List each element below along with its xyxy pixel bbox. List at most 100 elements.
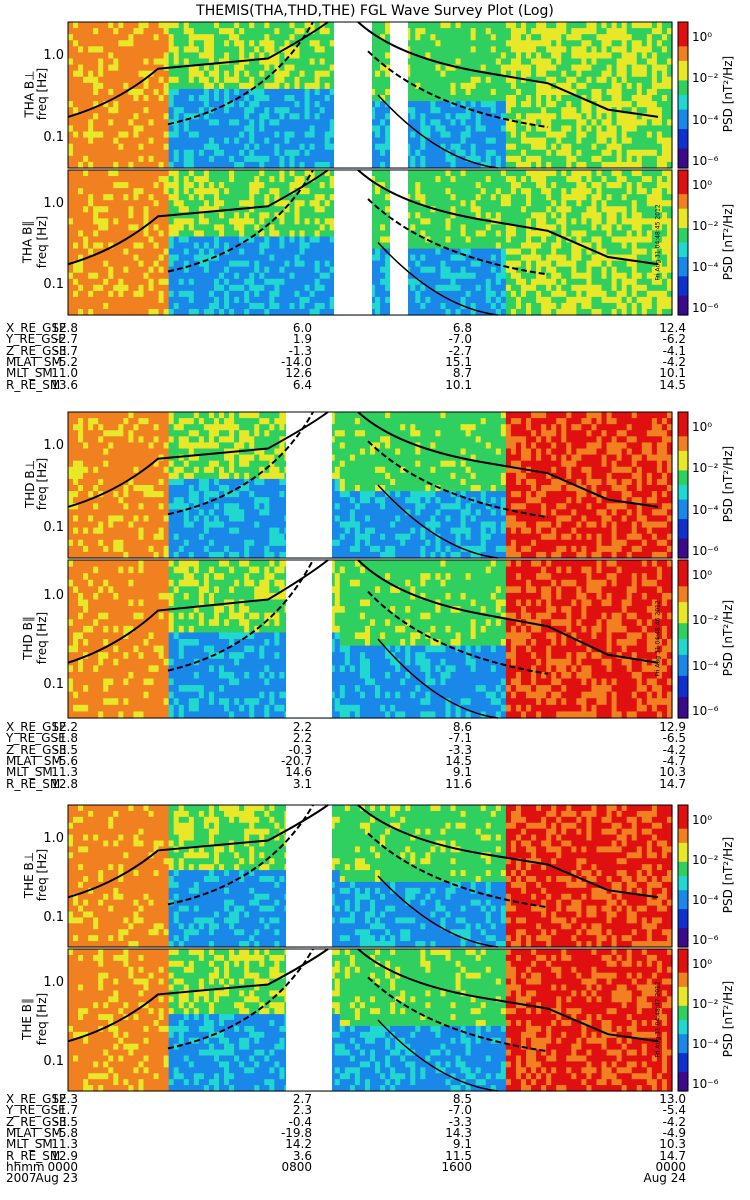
spectrogram-cell <box>118 218 124 225</box>
spectrogram-cell <box>68 248 74 256</box>
spectrogram-cell <box>445 88 452 96</box>
spectrogram-cell <box>78 28 84 35</box>
spectrogram-cell <box>108 113 114 120</box>
spectrogram-cell <box>68 64 74 72</box>
spectrogram-cell <box>148 260 155 268</box>
spectrogram-cell <box>515 70 522 78</box>
spectrogram-cell <box>113 58 119 66</box>
spectrogram-cell <box>249 188 255 195</box>
spectrogram-cell <box>118 161 124 169</box>
spectrogram-cell <box>415 137 421 145</box>
spectrogram-cell <box>68 236 74 244</box>
spectrogram-cell <box>128 34 135 41</box>
spectrogram-cell <box>621 125 628 133</box>
spectrogram-cell <box>591 155 598 163</box>
spectrogram-cell <box>178 113 185 120</box>
spectrogram-cell <box>73 188 79 195</box>
spectrogram-cell <box>526 28 532 35</box>
spectrogram-cell <box>631 95 638 102</box>
spectrogram-cell <box>415 70 421 78</box>
spectrogram-cell <box>158 155 165 163</box>
spectrogram-cell <box>571 101 577 108</box>
spectrogram-cell <box>626 155 633 163</box>
spectrogram-cell <box>621 64 628 72</box>
spectrogram-cell <box>259 194 265 201</box>
spectrogram-cell <box>128 155 135 163</box>
spectrogram-cell <box>485 272 492 280</box>
spectrogram-cell <box>173 188 180 195</box>
spectrogram-cell <box>495 64 502 72</box>
spectrogram-cell <box>108 248 114 256</box>
spectrogram-cell <box>490 76 497 84</box>
spectrogram-cell <box>108 242 114 250</box>
spectrogram-cell <box>319 182 326 189</box>
spectrogram-cell <box>319 278 326 286</box>
spectrogram-cell <box>666 34 673 41</box>
spectrogram-cell <box>269 149 275 157</box>
spectrogram-cell <box>254 308 260 316</box>
spectrogram-cell <box>425 182 431 189</box>
spectrogram-cell <box>455 206 462 213</box>
spectrogram-cell <box>88 101 94 108</box>
spectrogram-cell <box>646 125 653 133</box>
spectrogram-cell <box>656 22 663 29</box>
spectrogram-cell <box>596 22 603 29</box>
spectrogram-cell <box>108 206 114 213</box>
spectrogram-cell <box>208 188 215 195</box>
spectrogram-cell <box>78 34 84 41</box>
spectrogram-cell <box>88 260 94 268</box>
spectrogram-cell <box>314 254 321 262</box>
spectrogram-cell <box>480 76 487 84</box>
spectrogram-cell <box>208 46 215 54</box>
spectrogram-cell <box>143 206 150 213</box>
spectrogram-cell <box>289 188 296 195</box>
spectrogram-cell <box>646 119 653 127</box>
spectrogram-cell <box>314 101 321 108</box>
spectrogram-cell <box>178 64 185 72</box>
spectrogram-cell <box>521 40 527 47</box>
spectrogram-cell <box>234 284 240 292</box>
spectrogram-cell <box>118 260 124 268</box>
spectrogram-cell <box>551 76 557 84</box>
spectrogram-cell <box>279 176 286 183</box>
spectrogram-cell <box>490 254 497 262</box>
spectrogram-cell <box>208 248 215 256</box>
spectrogram-cell <box>239 188 245 195</box>
spectrogram-cell <box>173 266 180 274</box>
spectrogram-cell <box>193 296 200 304</box>
spectrogram-cell <box>213 101 220 108</box>
spectrogram-cell <box>329 88 336 96</box>
spectrogram-cell <box>193 28 200 35</box>
spectrogram-cell <box>78 260 84 268</box>
spectrogram-cell <box>73 248 79 256</box>
spectrogram-cell <box>133 266 140 274</box>
spectrogram-cell <box>556 46 562 54</box>
spectrogram-cell <box>616 82 623 90</box>
spectrogram-cell <box>98 131 104 139</box>
spectrogram-cell <box>118 296 124 304</box>
spectrogram-cell <box>294 161 301 169</box>
spectrogram-cell <box>531 143 537 151</box>
spectrogram-cell <box>153 170 160 177</box>
spectrogram-cell <box>656 58 663 66</box>
spectrogram-cell <box>143 113 150 120</box>
spectrogram-cell <box>143 22 150 29</box>
spectrogram-cell <box>425 113 431 120</box>
spectrogram-cell <box>324 218 331 225</box>
spectrogram-cell <box>405 125 411 133</box>
spectrogram-cell <box>435 302 442 310</box>
spectrogram-cell <box>123 206 129 213</box>
spectrogram-cell <box>546 46 552 54</box>
spectrogram-cell <box>556 28 562 35</box>
spectrogram-cell <box>370 88 376 96</box>
spectrogram-cell <box>68 28 74 35</box>
spectrogram-cell <box>440 254 447 262</box>
spectrogram-cell <box>163 296 170 304</box>
spectrogram-cell <box>73 296 79 304</box>
spectrogram-cell <box>113 236 119 244</box>
spectrogram-cell <box>445 137 452 145</box>
spectrogram-cell <box>490 302 497 310</box>
spectrogram-cell <box>465 70 472 78</box>
spectrogram-cell <box>249 155 255 163</box>
spectrogram-cell <box>465 88 472 96</box>
